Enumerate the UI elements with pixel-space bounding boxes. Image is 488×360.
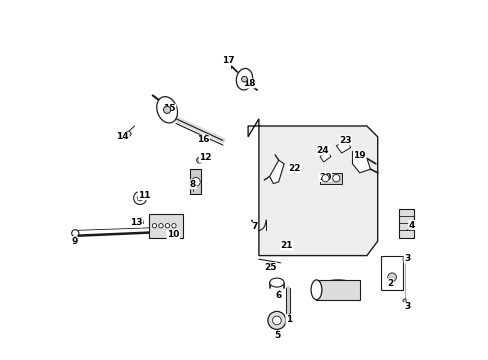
Polygon shape bbox=[269, 160, 284, 184]
Ellipse shape bbox=[269, 278, 284, 287]
Text: 23: 23 bbox=[338, 136, 351, 145]
Circle shape bbox=[72, 230, 79, 237]
Circle shape bbox=[171, 224, 176, 228]
Text: 8: 8 bbox=[189, 180, 196, 189]
Text: 11: 11 bbox=[138, 191, 150, 199]
Text: 4: 4 bbox=[408, 220, 414, 230]
Text: 19: 19 bbox=[353, 151, 365, 160]
Text: 22: 22 bbox=[287, 164, 300, 173]
Text: 1: 1 bbox=[285, 315, 292, 324]
Text: 21: 21 bbox=[280, 241, 293, 250]
Text: 7: 7 bbox=[250, 222, 257, 231]
Ellipse shape bbox=[236, 68, 252, 90]
Text: 2: 2 bbox=[386, 279, 393, 288]
Bar bbox=[316, 280, 359, 300]
Text: 14: 14 bbox=[116, 132, 129, 141]
Polygon shape bbox=[247, 119, 377, 256]
Circle shape bbox=[159, 224, 163, 228]
Text: 3: 3 bbox=[403, 254, 409, 263]
Circle shape bbox=[332, 175, 339, 182]
Text: 3: 3 bbox=[403, 302, 409, 311]
Text: 5: 5 bbox=[273, 331, 280, 340]
Circle shape bbox=[272, 316, 281, 325]
Text: 6: 6 bbox=[275, 292, 282, 300]
Circle shape bbox=[196, 157, 202, 163]
Circle shape bbox=[402, 257, 406, 261]
Circle shape bbox=[133, 192, 146, 204]
Text: 24: 24 bbox=[316, 146, 328, 155]
Circle shape bbox=[387, 273, 396, 282]
Polygon shape bbox=[320, 151, 330, 162]
Text: 13: 13 bbox=[130, 218, 142, 227]
Polygon shape bbox=[336, 140, 350, 153]
Circle shape bbox=[191, 177, 200, 186]
Text: 15: 15 bbox=[163, 104, 176, 113]
Circle shape bbox=[163, 106, 170, 113]
Bar bbox=[149, 214, 183, 238]
Text: 18: 18 bbox=[242, 79, 255, 88]
Text: 9: 9 bbox=[71, 237, 78, 246]
Bar bbox=[381, 256, 402, 290]
Text: 16: 16 bbox=[197, 135, 209, 144]
Text: 20: 20 bbox=[319, 173, 331, 182]
Circle shape bbox=[402, 299, 406, 302]
Ellipse shape bbox=[156, 97, 177, 123]
Circle shape bbox=[152, 224, 156, 228]
Circle shape bbox=[267, 311, 285, 329]
Text: 10: 10 bbox=[167, 230, 179, 239]
Text: 12: 12 bbox=[199, 153, 211, 162]
Circle shape bbox=[126, 131, 131, 136]
Ellipse shape bbox=[310, 280, 321, 300]
Circle shape bbox=[241, 76, 247, 82]
Bar bbox=[320, 173, 341, 184]
Ellipse shape bbox=[316, 280, 359, 300]
Circle shape bbox=[137, 195, 142, 201]
Bar bbox=[399, 209, 413, 238]
Text: 25: 25 bbox=[264, 263, 276, 272]
Circle shape bbox=[165, 224, 169, 228]
Polygon shape bbox=[134, 218, 143, 225]
Bar bbox=[190, 169, 201, 194]
Text: 17: 17 bbox=[221, 56, 234, 65]
Circle shape bbox=[228, 58, 233, 63]
Circle shape bbox=[321, 175, 328, 182]
Polygon shape bbox=[352, 151, 370, 173]
